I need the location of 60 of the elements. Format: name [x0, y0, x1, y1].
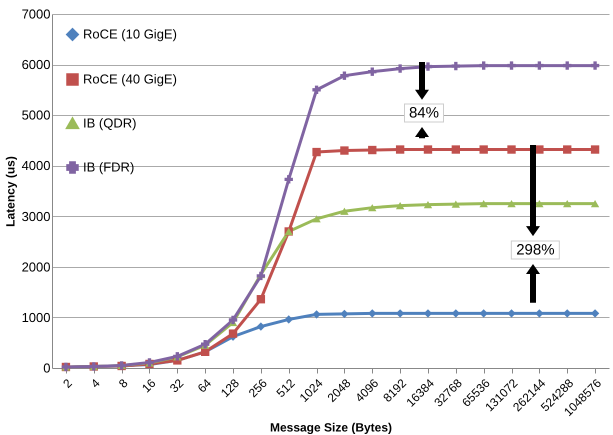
- annotation: 84%: [404, 104, 444, 123]
- x-tick-label: 256: [246, 376, 270, 400]
- point: [396, 64, 404, 73]
- point: [563, 145, 572, 154]
- point: [452, 200, 460, 208]
- point: [563, 200, 572, 208]
- y-axis-title: Latency (us): [4, 156, 18, 227]
- y-tick-label: 7000: [22, 6, 50, 22]
- point: [507, 145, 516, 154]
- point: [535, 61, 544, 70]
- point: [563, 61, 572, 70]
- legend-label: IB (FDR): [83, 160, 134, 174]
- point: [452, 62, 460, 70]
- point: [284, 175, 293, 184]
- point: [368, 146, 376, 154]
- x-tick-label: 512: [274, 376, 298, 400]
- x-tick-label: 64: [194, 376, 214, 396]
- y-tick-label: 0: [43, 360, 50, 376]
- point: [256, 322, 266, 331]
- point: [312, 86, 321, 94]
- y-tick-label: 6000: [22, 57, 50, 72]
- x-tick-label: 32: [166, 376, 187, 396]
- point: [424, 145, 432, 154]
- y-tick-label: 4000: [22, 158, 50, 174]
- point: [340, 208, 349, 215]
- point: [228, 329, 238, 338]
- point: [340, 146, 349, 155]
- point: [284, 315, 293, 324]
- x-tick-label: 16: [139, 376, 159, 396]
- point: [563, 309, 572, 318]
- point: [479, 145, 488, 154]
- x-axis-title: Message Size (Bytes): [270, 420, 392, 434]
- point: [368, 67, 376, 76]
- point: [340, 72, 349, 80]
- point: [507, 200, 516, 208]
- point: [256, 295, 266, 304]
- y-tick-label: 1000: [22, 310, 50, 325]
- point: [396, 145, 404, 154]
- point: [507, 61, 516, 70]
- y-tick-label: 2000: [22, 259, 50, 274]
- point: [396, 202, 404, 210]
- x-tick-label: 4: [88, 376, 103, 391]
- point: [424, 201, 432, 208]
- legend-label: IB (QDR): [83, 116, 136, 130]
- y-tick-label: 3000: [22, 208, 50, 224]
- point: [590, 61, 600, 70]
- y-tick-label: 5000: [22, 108, 50, 123]
- legend-label: RoCE (10 GigE): [83, 26, 177, 42]
- point: [312, 148, 321, 156]
- point: [368, 204, 376, 212]
- point: [590, 200, 600, 208]
- x-tick-label: 128: [218, 376, 242, 400]
- point: [452, 145, 460, 154]
- legend-label: RoCE (40 GigE): [83, 72, 177, 86]
- point: [590, 145, 600, 154]
- point: [479, 200, 488, 208]
- x-tick-label: 2: [60, 376, 76, 391]
- point: [479, 61, 488, 70]
- x-tick-label: 8: [116, 376, 131, 391]
- point: [312, 215, 321, 222]
